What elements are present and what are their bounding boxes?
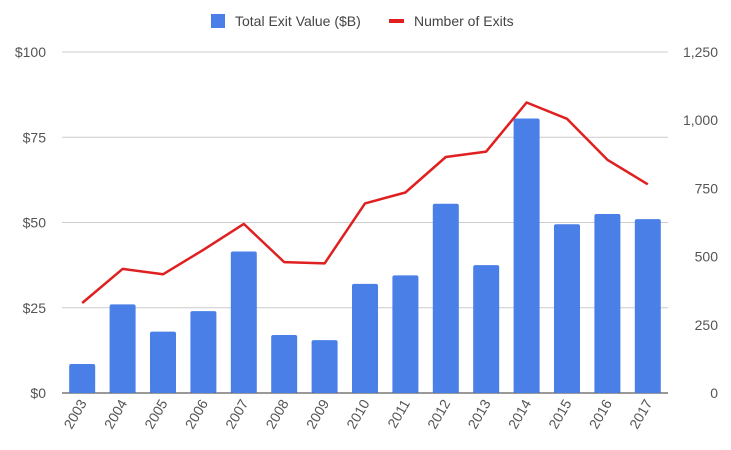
left-tick-label: $100: [15, 44, 46, 60]
bar: [271, 335, 298, 393]
legend: Total Exit Value ($B) Number of Exits: [211, 13, 514, 29]
x-tick-label: 2014: [505, 396, 535, 431]
bar: [230, 251, 257, 393]
bar: [150, 331, 176, 393]
legend-item-number-of-exits: Number of Exits: [389, 13, 514, 29]
x-tick-label: 2016: [586, 396, 616, 431]
legend-bar-swatch: [211, 14, 225, 28]
left-tick-label: $75: [23, 129, 47, 145]
bar: [352, 283, 378, 393]
x-tick-label: 2006: [182, 396, 212, 431]
left-axis: $0 $25 $50 $75 $100: [15, 44, 46, 401]
left-tick-label: $0: [30, 385, 46, 401]
right-tick-label: 1,250: [683, 44, 718, 60]
x-tick-label: 2009: [303, 396, 333, 431]
line-series: [81, 101, 649, 304]
x-tick-label: 2008: [262, 396, 292, 431]
left-tick-label: $25: [23, 300, 47, 316]
legend-label: Total Exit Value ($B): [235, 13, 361, 29]
x-axis: 2003 2004 2005 2006 2007 2008 2009 2010 2011 2012…: [60, 396, 655, 431]
x-tick-label: 2010: [343, 396, 373, 431]
bar: [554, 224, 580, 393]
right-tick-label: 250: [695, 317, 719, 333]
bar: [594, 213, 621, 393]
bar: [392, 275, 419, 393]
legend-item-total-exit-value: Total Exit Value ($B): [211, 13, 361, 29]
left-tick-label: $50: [23, 215, 47, 231]
bar: [109, 304, 136, 393]
right-axis: 0 250 500 750 1,000 1,250: [683, 44, 718, 401]
bar-series: [69, 118, 661, 394]
right-tick-label: 500: [695, 249, 719, 265]
legend-line-swatch: [389, 19, 404, 23]
bar: [432, 203, 459, 393]
x-tick-label: 2011: [384, 396, 413, 430]
x-tick-label: 2007: [222, 396, 252, 431]
x-tick-label: 2004: [101, 396, 131, 431]
legend-label: Number of Exits: [414, 13, 514, 29]
bar: [634, 219, 661, 393]
bar: [69, 364, 96, 393]
x-tick-label: 2013: [464, 396, 494, 431]
bar: [473, 265, 500, 393]
series-line: [81, 101, 649, 304]
x-tick-label: 2012: [424, 396, 454, 431]
bar: [190, 311, 217, 393]
x-tick-label: 2005: [141, 396, 171, 431]
right-tick-label: 1,000: [683, 112, 718, 128]
bar: [513, 118, 540, 394]
right-tick-label: 750: [695, 180, 719, 196]
right-tick-label: 0: [710, 385, 718, 401]
x-tick-label: 2017: [626, 396, 656, 431]
bar: [311, 340, 338, 393]
x-tick-label: 2015: [545, 396, 575, 431]
x-tick-label: 2003: [60, 396, 90, 431]
